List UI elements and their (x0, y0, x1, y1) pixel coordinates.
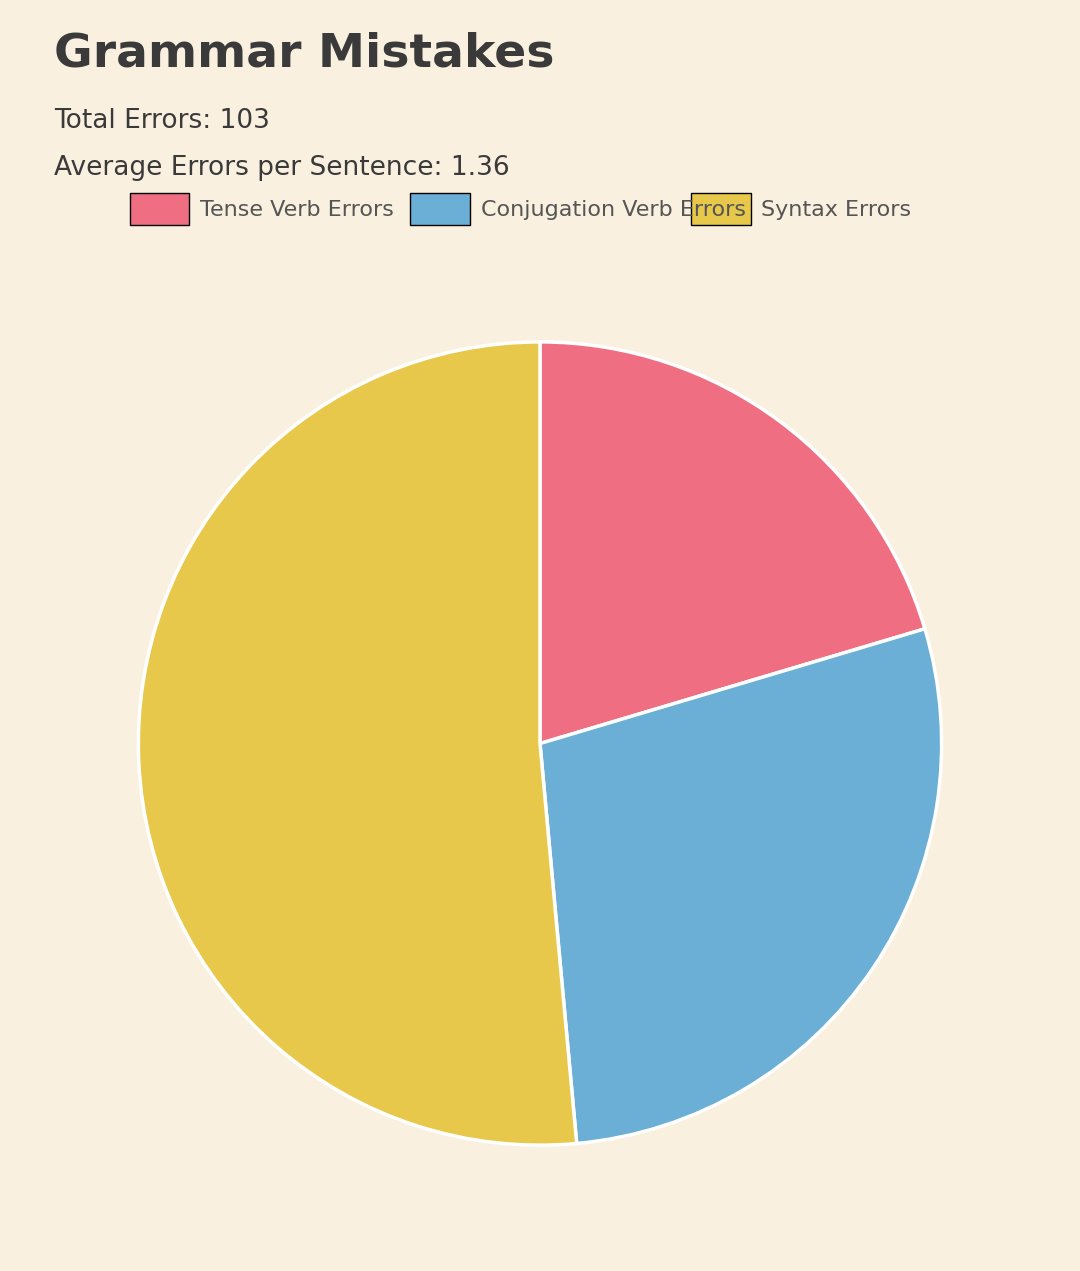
Text: Conjugation Verb Errors: Conjugation Verb Errors (481, 200, 745, 220)
Wedge shape (138, 342, 577, 1145)
Text: Syntax Errors: Syntax Errors (761, 200, 912, 220)
Text: Total Errors: 103: Total Errors: 103 (54, 108, 270, 133)
Wedge shape (540, 342, 924, 744)
Wedge shape (540, 629, 942, 1144)
Text: Grammar Mistakes: Grammar Mistakes (54, 32, 554, 76)
Text: Tense Verb Errors: Tense Verb Errors (200, 200, 394, 220)
Text: Average Errors per Sentence: 1.36: Average Errors per Sentence: 1.36 (54, 155, 510, 180)
